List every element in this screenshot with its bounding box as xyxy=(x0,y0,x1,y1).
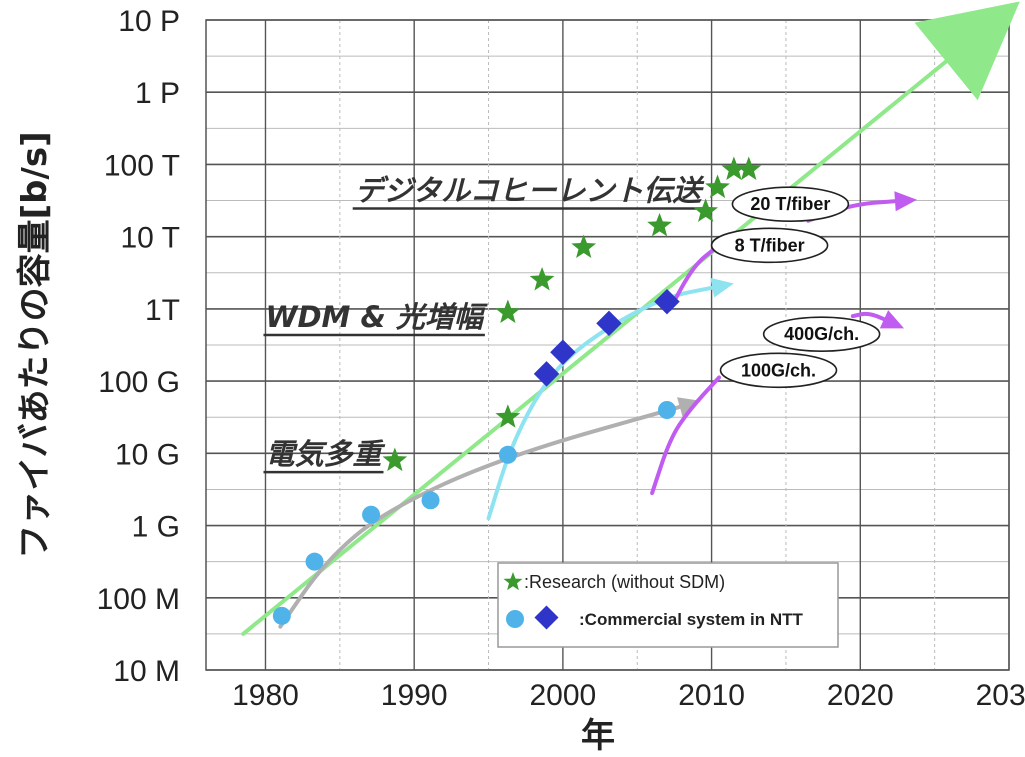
trend-arrowhead-coherent-400g xyxy=(879,310,905,329)
callout-bubble xyxy=(719,352,838,389)
x-tick-label: 2030 xyxy=(976,679,1025,712)
commercial-point-circle xyxy=(421,491,440,510)
callout: 20 T/fiber xyxy=(731,186,850,222)
commercial-point-diamond xyxy=(654,288,680,315)
research-point-star xyxy=(705,174,730,199)
research-point-star xyxy=(721,156,747,181)
research-point-star xyxy=(693,198,719,222)
commercial-point-circle xyxy=(498,445,517,464)
callout-text: 20 T/fiber xyxy=(750,194,830,214)
x-tick-label: 1990 xyxy=(381,679,448,712)
callout-text: 100G/ch. xyxy=(741,360,816,380)
era-label: デジタルコヒーレント伝送 xyxy=(352,174,705,210)
trend-lines xyxy=(241,1,1020,636)
commercial-point-circle xyxy=(362,505,381,524)
y-tick-label: 100 G xyxy=(98,366,180,399)
legend-box xyxy=(497,562,839,648)
commercial-point-diamond xyxy=(596,310,622,337)
era-label-text: デジタルコヒーレント伝送 xyxy=(355,174,705,208)
legend-label-commercial: :Commercial system in NTT xyxy=(579,610,804,629)
legend: :Research (without SDM) :Commercial syst… xyxy=(497,562,839,648)
y-axis-label: ファイバあたりの容量[b/s] xyxy=(15,131,55,558)
legend-circle-icon xyxy=(506,610,524,628)
x-tick-label: 2010 xyxy=(678,679,745,712)
legend-star-icon xyxy=(503,572,523,591)
commercial-point-circle xyxy=(305,552,324,571)
callouts: 20 T/fiber 8 T/fiber 400G/ch. 100G/ch. xyxy=(710,186,881,389)
research-point-star xyxy=(382,447,408,472)
y-tick-label: 1 G xyxy=(132,511,180,544)
x-axis-label: 年 xyxy=(581,716,615,756)
callout: 100G/ch. xyxy=(719,352,838,389)
era-label-text: 電気多重 xyxy=(265,437,385,471)
commercial-point-circle xyxy=(272,606,291,625)
research-point-star xyxy=(529,267,555,291)
commercial-point-diamond xyxy=(533,361,560,387)
era-label: 電気多重 xyxy=(263,437,385,474)
era-label: WDM & 光増幅 xyxy=(263,300,488,337)
y-tick-label: 100 T xyxy=(104,149,180,182)
y-tick-label: 100 M xyxy=(97,583,180,616)
y-tick-label: 10 P xyxy=(118,5,180,38)
x-tick-label: 2000 xyxy=(530,679,597,712)
data-markers xyxy=(272,156,762,625)
callout: 400G/ch. xyxy=(762,316,881,352)
y-tick-labels: 10 M 100 M 1 G 10 G 100 G 1T 10 T 100 T 1 P 10 P xyxy=(97,5,180,688)
commercial-point-circle xyxy=(657,401,676,419)
trend-arrowhead-wdm-trend xyxy=(710,277,734,298)
plot-frame xyxy=(205,19,1010,671)
y-tick-label: 10 G xyxy=(115,438,180,471)
trend-line-coherent-100g xyxy=(650,375,722,496)
y-tick-label: 10 T xyxy=(121,222,181,255)
legend-label-research: :Research (without SDM) xyxy=(524,572,725,592)
trend-line-overall-trend xyxy=(241,32,982,636)
commercial-point-diamond xyxy=(550,339,576,365)
x-tick-label: 1980 xyxy=(232,679,299,712)
research-point-star xyxy=(495,404,521,428)
y-tick-label: 1 P xyxy=(135,77,180,110)
research-point-star xyxy=(647,212,672,237)
callout-bubble xyxy=(762,316,881,352)
y-tick-label: 10 M xyxy=(113,655,180,688)
callout-text: 8 T/fiber xyxy=(735,235,805,255)
research-point-star xyxy=(571,234,597,259)
trend-arrowhead-coherent-20t xyxy=(894,191,917,212)
research-point-star xyxy=(495,299,521,324)
callout-text: 400G/ch. xyxy=(784,324,859,344)
trend-line-electrical-mux-trend xyxy=(278,402,692,629)
callout-bubble xyxy=(731,186,850,222)
callout-bubble xyxy=(710,227,829,264)
grid xyxy=(206,19,1010,671)
era-label-text: WDM & 光増幅 xyxy=(265,300,487,334)
y-tick-label: 1T xyxy=(145,294,180,327)
trend-arrowhead-overall-trend xyxy=(914,1,1020,101)
callout: 8 T/fiber xyxy=(710,227,829,264)
x-tick-labels: 1980 1990 2000 2010 2020 2030 xyxy=(232,679,1025,712)
research-point-star xyxy=(736,156,762,181)
x-tick-label: 2020 xyxy=(827,679,894,712)
